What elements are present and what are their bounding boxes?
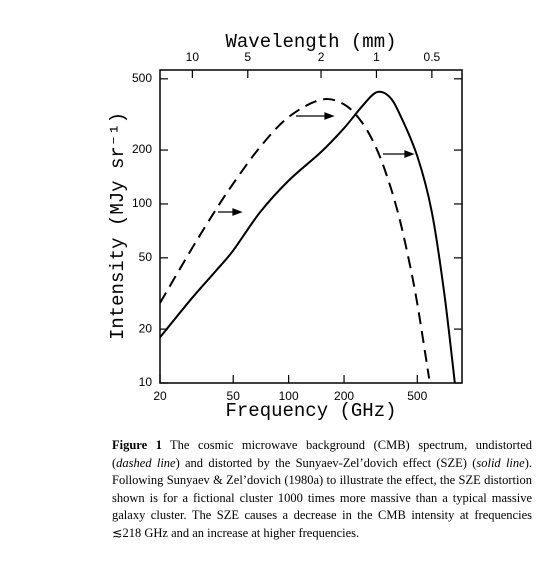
caption-text: ). Following Sunyaev & Zel’dovich (1980a… [112,455,532,540]
figure-caption: Figure 1 The cosmic microwave background … [112,437,532,542]
y-tick-label: 100 [132,196,152,210]
series-line [160,98,431,379]
y-tick-label: 500 [132,71,152,85]
y-axis-label: Intensity (MJy sr⁻¹) [107,112,129,340]
plot-frame [159,69,463,384]
caption-text: solid line [476,455,525,470]
y-tick-label: 10 [139,375,153,389]
x-axis-label: Frequency (GHz) [225,400,396,422]
x2-tick-label: 5 [244,50,251,64]
y-tick-label: 50 [139,250,153,264]
caption-label: Figure 1 [112,438,162,452]
x2-tick-label: 0.5 [424,50,441,64]
y-tick-label: 20 [139,321,153,335]
x-tick-label: 100 [279,389,299,403]
series-line [160,90,456,383]
x-tick-label: 200 [334,389,354,403]
x2-tick-label: 1 [373,50,380,64]
chart: Wavelength (mm) Frequency (GHz) Intensit… [107,31,463,422]
arrows [218,112,415,216]
caption-text: The cosmic microwave background (CMB) sp… [112,438,532,470]
x2-axis-label: Wavelength (mm) [225,31,396,53]
x-tick-label: 500 [407,389,427,403]
x2-tick-label: 2 [318,50,325,64]
x-tick-label: 50 [227,389,241,403]
caption-text: ) and distorted by the Sunyaev-Zel’dovic… [175,455,477,470]
x2-tick-label: 10 [186,50,200,64]
x-tick-label: 20 [153,389,167,403]
y-tick-label: 200 [132,142,152,156]
caption-text: dashed line [116,455,176,470]
